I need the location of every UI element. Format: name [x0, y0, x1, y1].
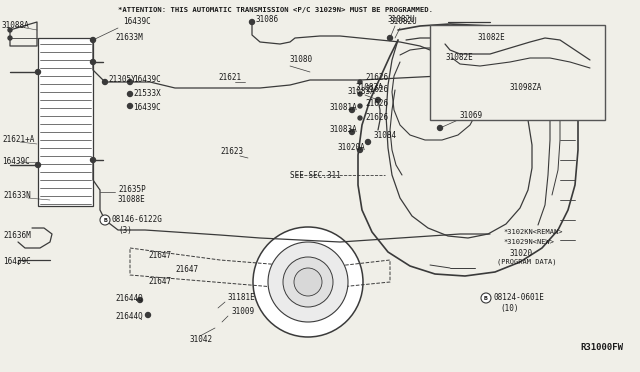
Text: 21621+A: 21621+A [2, 135, 35, 144]
Text: 21635P: 21635P [118, 186, 146, 195]
Text: R31000FW: R31000FW [580, 343, 623, 353]
Circle shape [376, 97, 381, 103]
Text: 31086: 31086 [256, 16, 279, 25]
Text: 31082U: 31082U [390, 17, 418, 26]
Circle shape [127, 103, 132, 109]
Text: *31029N<NEW>: *31029N<NEW> [503, 239, 554, 245]
Text: 21305Y: 21305Y [108, 76, 136, 84]
Text: (10): (10) [500, 304, 518, 312]
Text: 21626: 21626 [365, 86, 388, 94]
Circle shape [100, 215, 110, 225]
Circle shape [349, 129, 355, 135]
Text: (PROGRAM DATA): (PROGRAM DATA) [497, 259, 557, 265]
Text: 21623: 21623 [220, 148, 243, 157]
Circle shape [8, 28, 12, 32]
Circle shape [145, 312, 150, 317]
Text: 21633M: 21633M [115, 33, 143, 42]
Text: 31084: 31084 [374, 131, 397, 141]
Circle shape [358, 80, 362, 84]
Text: 31088E: 31088E [118, 196, 146, 205]
Circle shape [387, 35, 392, 41]
Text: 31082E: 31082E [445, 54, 473, 62]
Circle shape [438, 125, 442, 131]
Text: 31098ZA: 31098ZA [510, 83, 542, 93]
Text: 21626: 21626 [365, 74, 388, 83]
Text: 21626: 21626 [365, 113, 388, 122]
Text: (3): (3) [118, 225, 132, 234]
Circle shape [35, 163, 40, 167]
Circle shape [358, 116, 362, 120]
Text: 31082U: 31082U [388, 16, 416, 25]
Circle shape [90, 38, 95, 42]
Circle shape [349, 108, 355, 112]
Text: 21533X: 21533X [133, 90, 161, 99]
Circle shape [90, 157, 95, 163]
Text: B: B [484, 295, 488, 301]
Text: 16439C: 16439C [133, 103, 161, 112]
Circle shape [481, 293, 491, 303]
Text: 21636M: 21636M [3, 231, 31, 240]
Text: *3102KN<REMAN>: *3102KN<REMAN> [503, 229, 563, 235]
Text: 31083A: 31083A [355, 83, 383, 93]
Circle shape [250, 19, 255, 25]
Text: 21644Q: 21644Q [115, 311, 143, 321]
Circle shape [8, 36, 12, 40]
Bar [38, 38, 93, 206]
Circle shape [268, 242, 348, 322]
Bar [430, 25, 605, 120]
Text: 16439C: 16439C [2, 157, 29, 167]
Circle shape [35, 70, 40, 74]
Circle shape [138, 298, 143, 302]
Text: 31009: 31009 [232, 308, 255, 317]
Circle shape [127, 92, 132, 96]
Circle shape [253, 227, 363, 337]
Text: 31088A: 31088A [2, 22, 29, 31]
Text: 21621: 21621 [218, 74, 241, 83]
Text: 08146-6122G: 08146-6122G [112, 215, 163, 224]
Circle shape [127, 80, 132, 84]
Text: 21633N: 21633N [3, 192, 31, 201]
Text: 16439C: 16439C [3, 257, 31, 266]
Circle shape [102, 80, 108, 84]
Text: 21647: 21647 [148, 251, 171, 260]
Circle shape [294, 268, 322, 296]
Text: 31082E: 31082E [478, 33, 506, 42]
Text: 21647: 21647 [175, 266, 198, 275]
Circle shape [358, 148, 362, 153]
Text: 21647: 21647 [148, 278, 171, 286]
Text: 31042: 31042 [190, 336, 213, 344]
Text: 31081A: 31081A [330, 103, 358, 112]
Text: 31181E: 31181E [228, 294, 256, 302]
Text: 31020A: 31020A [338, 144, 365, 153]
Text: 31020: 31020 [510, 250, 533, 259]
Text: 21644Q: 21644Q [115, 294, 143, 302]
Text: 31080: 31080 [290, 55, 313, 64]
Circle shape [365, 140, 371, 144]
Circle shape [358, 92, 362, 96]
Text: 31069: 31069 [460, 110, 483, 119]
Text: 31083A: 31083A [330, 125, 358, 135]
Text: *ATTENTION: THIS AUTOMATIC TRANSMISSION <P/C 31029N> MUST BE PROGRAMMED.: *ATTENTION: THIS AUTOMATIC TRANSMISSION … [118, 7, 433, 13]
Text: 31083A: 31083A [348, 87, 376, 96]
Text: 16439C: 16439C [133, 76, 161, 84]
Text: B: B [103, 218, 107, 222]
Text: 08124-0601E: 08124-0601E [493, 294, 544, 302]
Text: 21626: 21626 [365, 99, 388, 109]
Circle shape [90, 60, 95, 64]
Circle shape [283, 257, 333, 307]
Circle shape [358, 104, 362, 108]
Text: 16439C: 16439C [123, 17, 151, 26]
Text: SEE SEC.311: SEE SEC.311 [289, 170, 340, 180]
